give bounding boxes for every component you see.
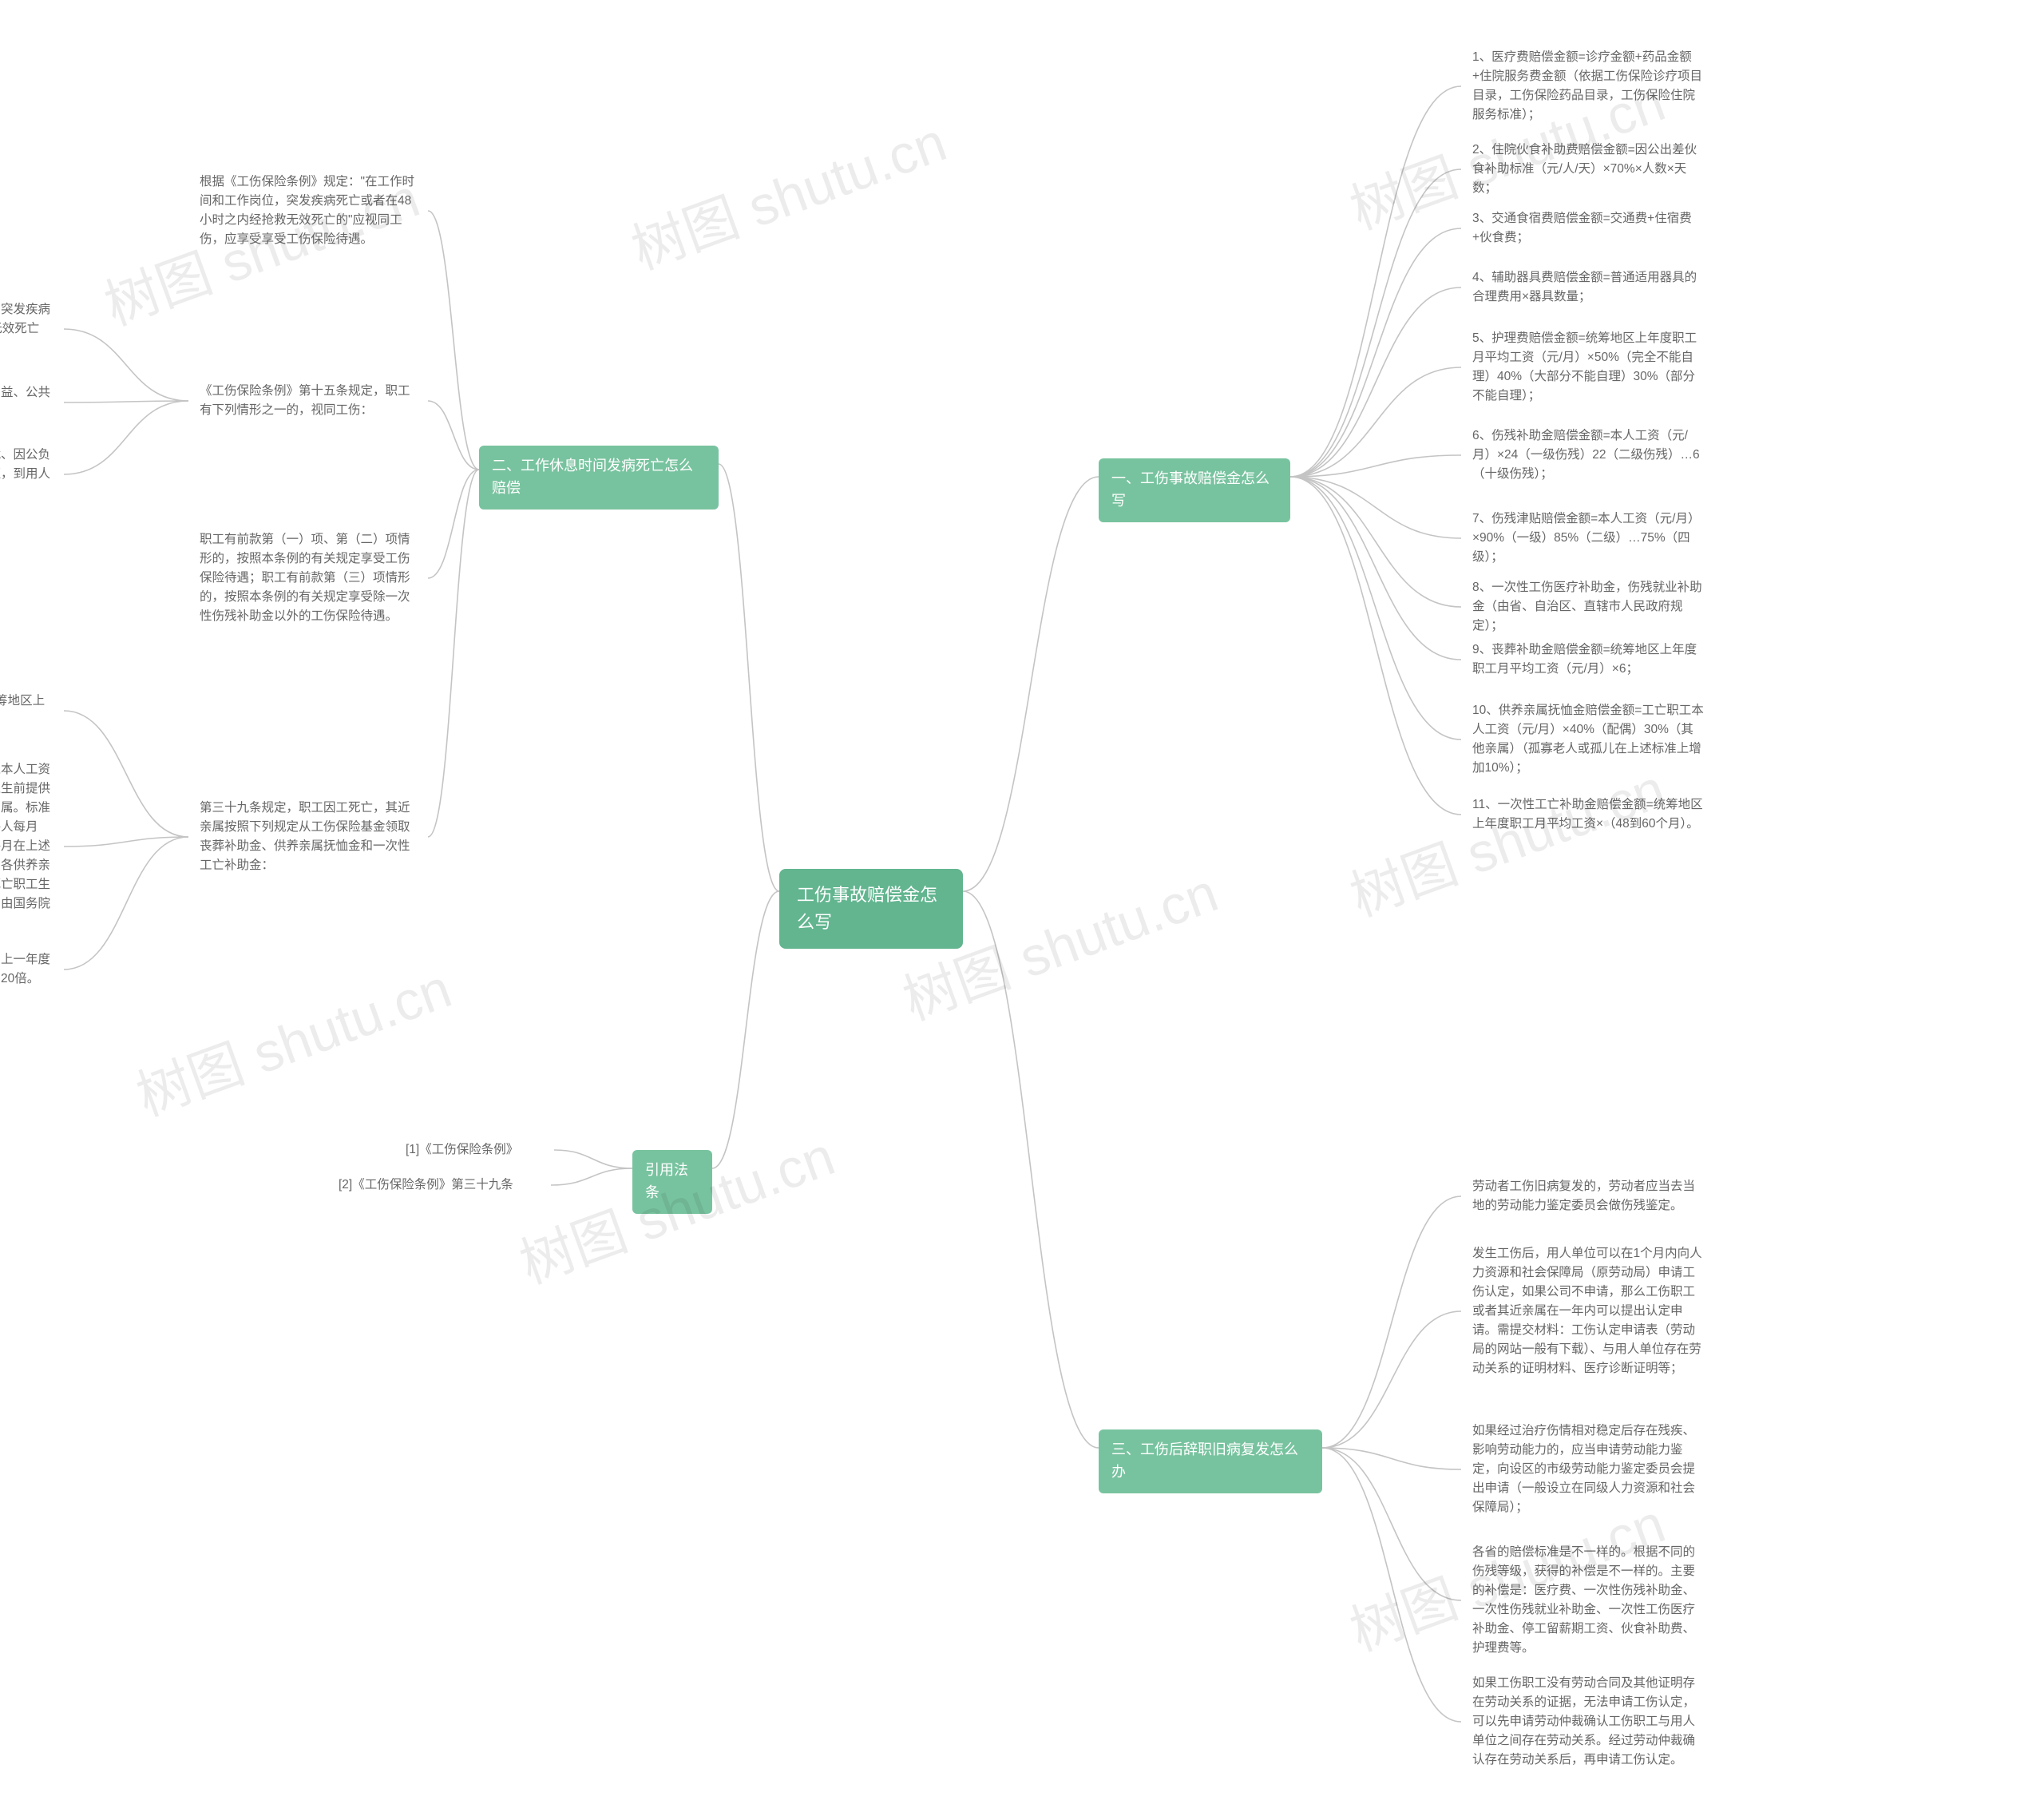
leaf-b2-0: 根据《工伤保险条例》规定："在工作时间和工作岗位，突发疾病死亡或者在48小时之内… (188, 165, 428, 257)
watermark: 树图 shutu.cn (124, 945, 460, 1132)
leaf-b1-0: 1、医疗费赔偿金额=诊疗金额+药品金额+住院服务费金额（依据工伤保险诊疗项目目录… (1461, 40, 1717, 133)
leaf-b1-9: 10、供养亲属抚恤金赔偿金额=工亡职工本人工资（元/月）×40%（配偶）30%（… (1461, 693, 1717, 786)
leaf-b1-3: 4、辅助器具费赔偿金额=普通适用器具的合理费用×器具数量； (1461, 260, 1717, 315)
leaf-b2n4-2: （三）一次性工亡补助金标准为上一年度全国城镇居民人均可支配收入的20倍。 (0, 942, 64, 997)
branch-b4: 引用法条 (632, 1150, 712, 1214)
branch-b2: 二、工作休息时间发病死亡怎么赔偿 (479, 446, 719, 510)
watermark: 树图 shutu.cn (619, 98, 955, 285)
leaf-b2n2-1: （二）在抢险救灾等维护国家利益、公共利益活动中受到伤害的； (0, 375, 64, 430)
leaf-b3-2: 如果经过治疗伤情相对稳定后存在残疾、影响劳动能力的，应当申请劳动能力鉴定，向设区… (1461, 1414, 1717, 1525)
leaf-b4-0: [1]《工伤保险条例》 (394, 1132, 554, 1168)
leaf-b3-4: 如果工伤职工没有劳动合同及其他证明存在劳动关系的证据，无法申请工伤认定，可以先申… (1461, 1666, 1717, 1778)
connector-layer (0, 0, 2044, 1820)
leaf-b3-3: 各省的赔偿标准是不一样的。根据不同的伤残等级，获得的补偿是不一样的。主要的补偿是… (1461, 1535, 1717, 1666)
leaf-b2n4-0: （一）丧葬补助金为6个月的统筹地区上年度职工月平均工资； (0, 684, 64, 738)
root-node: 工伤事故赔偿金怎么写 (779, 869, 963, 949)
leaf-b2n2-2: （三）职工原在军队服役，因战、因公负伤致残，已取得革命伤残军人证，到用人单位后旧… (0, 438, 64, 511)
leaf-b2-2: 职工有前款第（一）项、第（二）项情形的，按照本条例的有关规定享受工伤保险待遇；职… (188, 522, 428, 634)
leaf-b2n4-1: （二）供养亲属抚恤金按照职工本人工资的一定比例发给由因工死亡职工生前提供主要生活… (0, 752, 64, 941)
leaf-b1-8: 9、丧葬补助金赔偿金额=统筹地区上年度职工月平均工资（元/月）×6； (1461, 632, 1717, 687)
leaf-b1-6: 7、伤残津贴赔偿金额=本人工资（元/月）×90%（一级）85%（二级）…75%（… (1461, 502, 1717, 575)
branch-b3: 三、工伤后辞职旧病复发怎么办 (1099, 1429, 1322, 1493)
leaf-b4-1: [2]《工伤保险条例》第三十九条 (327, 1168, 551, 1203)
leaf-b1-5: 6、伤残补助金赔偿金额=本人工资（元/月）×24（一级伤残）22（二级伤残）…6… (1461, 418, 1717, 492)
leaf-b3-0: 劳动者工伤旧病复发的，劳动者应当去当地的劳动能力鉴定委员会做伤残鉴定。 (1461, 1169, 1717, 1223)
leaf-b1-2: 3、交通食宿费赔偿金额=交通费+住宿费+伙食费； (1461, 201, 1717, 256)
leaf-b2-1: 《工伤保险条例》第十五条规定，职工有下列情形之一的，视同工伤： (188, 374, 428, 428)
leaf-b1-10: 11、一次性工亡补助金赔偿金额=统筹地区上年度职工月平均工资×（48到60个月）… (1461, 787, 1717, 842)
leaf-b1-4: 5、护理费赔偿金额=统筹地区上年度职工月平均工资（元/月）×50%（完全不能自理… (1461, 321, 1717, 414)
leaf-b1-1: 2、住院伙食补助费赔偿金额=因公出差伙食补助标准（元/人/天）×70%×人数×天… (1461, 133, 1717, 206)
leaf-b2n2-0: （一）在工作时间和工作岗位，突发疾病死亡或者在48小时之内经抢救无效死亡的； (0, 292, 64, 366)
branch-b1: 一、工伤事故赔偿金怎么写 (1099, 458, 1290, 522)
leaf-b2-3: 第三十九条规定，职工因工死亡，其近亲属按照下列规定从工伤保险基金领取丧葬补助金、… (188, 791, 428, 883)
leaf-b3-1: 发生工伤后，用人单位可以在1个月内向人力资源和社会保障局（原劳动局）申请工伤认定… (1461, 1236, 1717, 1386)
